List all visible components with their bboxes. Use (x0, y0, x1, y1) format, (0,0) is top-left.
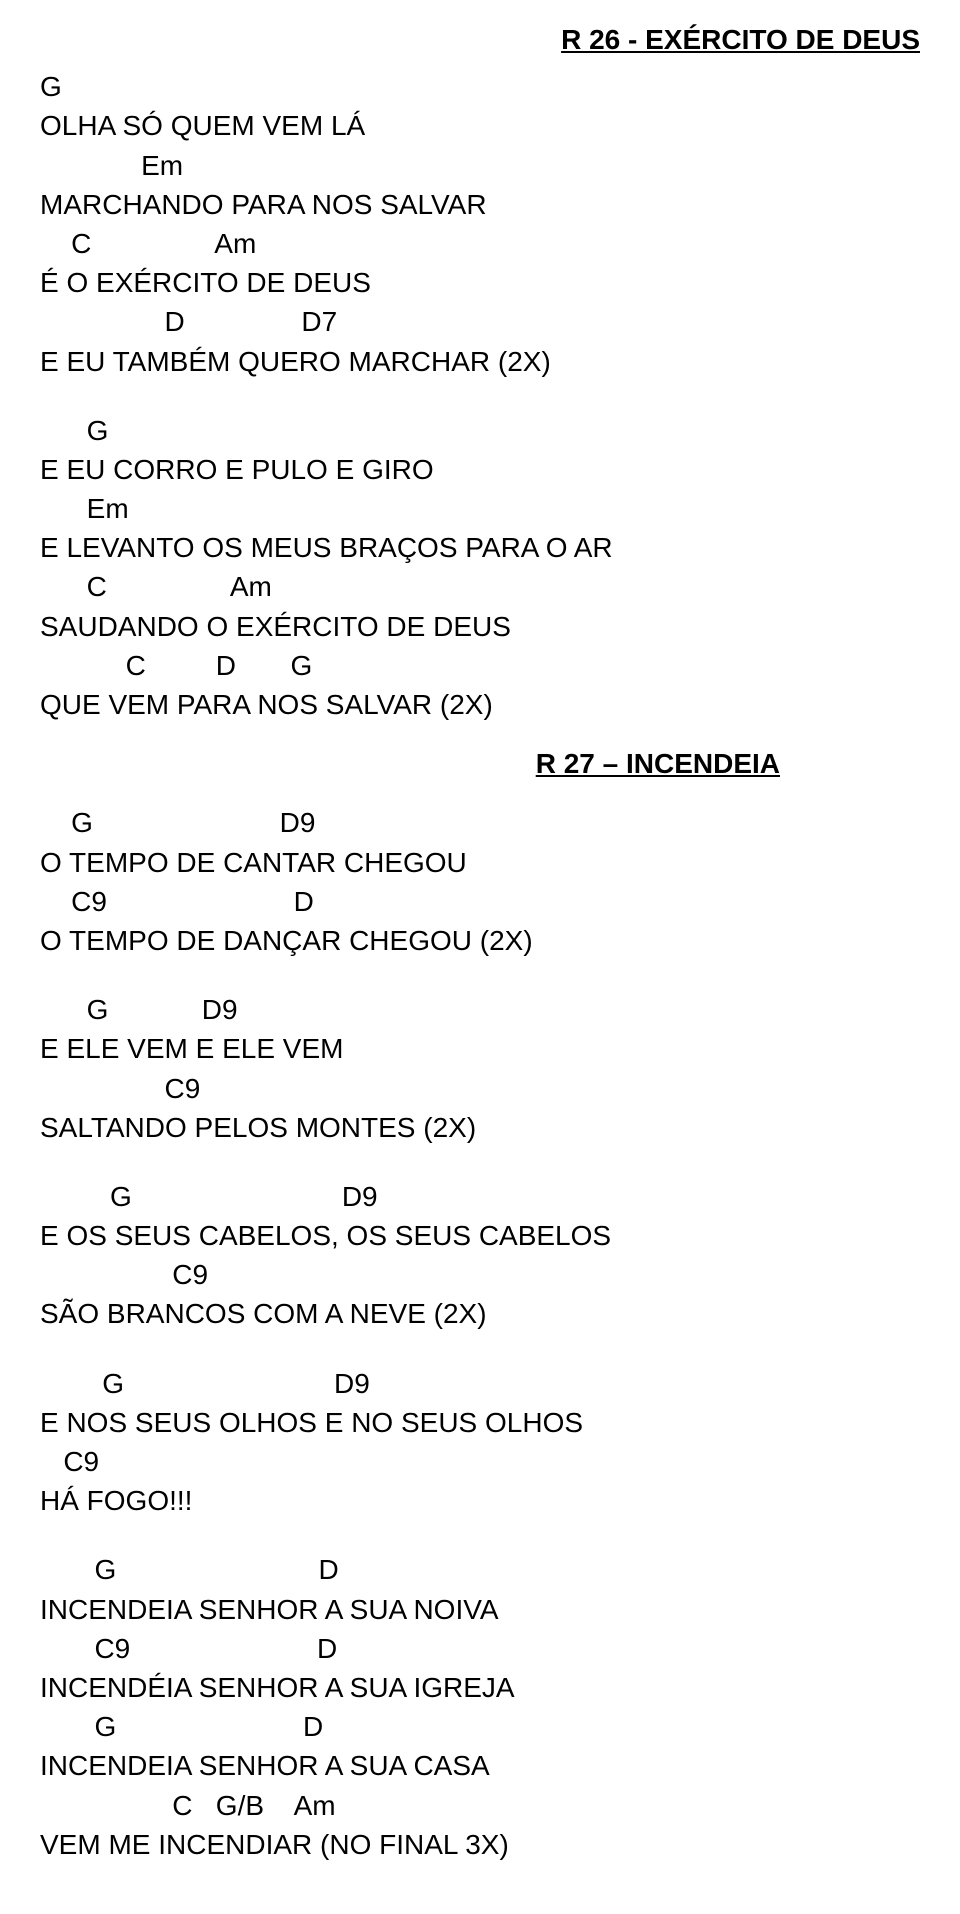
verse-2: G E EU CORRO E PULO E GIRO Em E LEVANTO … (40, 411, 920, 725)
lyric-line: INCENDEIA SENHOR A SUA CASA (40, 1746, 920, 1785)
lyric-line: INCENDÉIA SENHOR A SUA IGREJA (40, 1668, 920, 1707)
lyric-line: INCENDEIA SENHOR A SUA NOIVA (40, 1590, 920, 1629)
chord-line: C9 (40, 1442, 920, 1481)
chord-line: G D (40, 1550, 920, 1589)
lyric-line: E LEVANTO OS MEUS BRAÇOS PARA O AR (40, 528, 920, 567)
verse-6: G D9 E NOS SEUS OLHOS E NO SEUS OLHOS C9… (40, 1364, 920, 1521)
lyric-line: OLHA SÓ QUEM VEM LÁ (40, 106, 920, 145)
verse-4: G D9 E ELE VEM E ELE VEM C9 SALTANDO PEL… (40, 990, 920, 1147)
verse-1: G OLHA SÓ QUEM VEM LÁ Em MARCHANDO PARA … (40, 67, 920, 381)
chord-line: G (40, 67, 920, 106)
lyric-line: SÃO BRANCOS COM A NEVE (2X) (40, 1294, 920, 1333)
song-title-1: R 26 - EXÉRCITO DE DEUS (40, 20, 920, 59)
chord-line: C G/B Am (40, 1786, 920, 1825)
lyric-line: E OS SEUS CABELOS, OS SEUS CABELOS (40, 1216, 920, 1255)
chord-line: C9 D (40, 882, 920, 921)
lyric-line: E NOS SEUS OLHOS E NO SEUS OLHOS (40, 1403, 920, 1442)
chord-line: Em (40, 146, 920, 185)
chord-line: C9 (40, 1069, 920, 1108)
chord-line: C9 D (40, 1629, 920, 1668)
chord-line: D D7 (40, 302, 920, 341)
lyric-line: O TEMPO DE DANÇAR CHEGOU (2X) (40, 921, 920, 960)
verse-5: G D9 E OS SEUS CABELOS, OS SEUS CABELOS … (40, 1177, 920, 1334)
lyric-line: É O EXÉRCITO DE DEUS (40, 263, 920, 302)
chord-line: C D G (40, 646, 920, 685)
lyric-line: HÁ FOGO!!! (40, 1481, 920, 1520)
chord-line: G D9 (40, 1364, 920, 1403)
chord-line: G D9 (40, 990, 920, 1029)
chord-line: C Am (40, 224, 920, 263)
chord-line: C Am (40, 567, 920, 606)
lyric-line: MARCHANDO PARA NOS SALVAR (40, 185, 920, 224)
chord-line: G D9 (40, 1177, 920, 1216)
verse-7: G D INCENDEIA SENHOR A SUA NOIVA C9 D IN… (40, 1550, 920, 1864)
chord-line: C9 (40, 1255, 920, 1294)
chord-line: Em (40, 489, 920, 528)
song-title-2: R 27 – INCENDEIA (40, 744, 920, 783)
lyric-line: VEM ME INCENDIAR (NO FINAL 3X) (40, 1825, 920, 1864)
lyric-line: SAUDANDO O EXÉRCITO DE DEUS (40, 607, 920, 646)
chord-line: G D (40, 1707, 920, 1746)
chord-line: G D9 (40, 803, 920, 842)
chord-line: G (40, 411, 920, 450)
lyric-line: O TEMPO DE CANTAR CHEGOU (40, 843, 920, 882)
lyric-line: SALTANDO PELOS MONTES (2X) (40, 1108, 920, 1147)
lyric-line: E EU TAMBÉM QUERO MARCHAR (2X) (40, 342, 920, 381)
lyric-line: E EU CORRO E PULO E GIRO (40, 450, 920, 489)
verse-3: G D9 O TEMPO DE CANTAR CHEGOU C9 D O TEM… (40, 803, 920, 960)
lyric-line: E ELE VEM E ELE VEM (40, 1029, 920, 1068)
lyric-line: QUE VEM PARA NOS SALVAR (2X) (40, 685, 920, 724)
